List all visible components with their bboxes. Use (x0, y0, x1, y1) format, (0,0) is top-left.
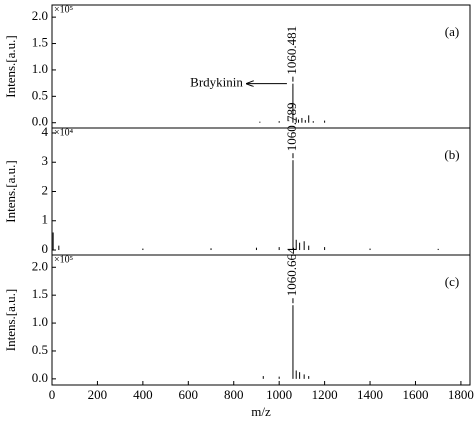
y-tick-label: 2.0 (32, 258, 48, 273)
y-tick-label: 1.5 (32, 35, 48, 50)
peak-label: 1060.664 (284, 247, 299, 296)
plot-frame (51, 4, 471, 386)
annotation: Brdykinin (190, 75, 243, 90)
x-tick-label: 200 (88, 387, 108, 402)
x-tick-label: 1800 (448, 387, 474, 402)
y-tick-label: 0.5 (32, 87, 48, 102)
y-tick-label: 2.0 (32, 8, 48, 23)
y-axis-label: Intens.[a.u.] (3, 35, 18, 97)
y-tick-label: 3 (42, 153, 49, 168)
y-tick-label: 2 (42, 182, 49, 197)
y-tick-label: 1.5 (32, 286, 48, 301)
y-tick-label: 1.0 (32, 61, 48, 76)
y-tick-label: 0.0 (32, 114, 48, 129)
peak-label: 1060.789 (284, 102, 299, 151)
y-scale-label: ×10⁵ (54, 4, 73, 15)
panel-label: (a) (445, 24, 459, 39)
y-tick-label: 1 (42, 212, 49, 227)
y-axis-label: Intens.[a.u.] (3, 289, 18, 351)
panel-label: (b) (444, 147, 459, 162)
x-tick-label: 800 (224, 387, 244, 402)
y-tick-label: 0.5 (32, 342, 48, 357)
x-tick-label: 1200 (312, 387, 338, 402)
y-tick-label: 0 (42, 241, 49, 256)
x-tick-label: 0 (49, 387, 56, 402)
panel-label: (c) (445, 274, 459, 289)
x-tick-label: 1000 (266, 387, 292, 402)
peak-label: 1060.481 (284, 26, 299, 75)
x-axis-label: m/z (251, 404, 271, 419)
y-tick-label: 1.0 (32, 314, 48, 329)
x-tick-label: 600 (179, 387, 199, 402)
x-tick-label: 400 (133, 387, 153, 402)
y-scale-label: ×10⁵ (54, 254, 73, 265)
y-tick-label: 4 (42, 124, 49, 139)
y-axis-label: Intens.[a.u.] (3, 160, 18, 222)
x-tick-label: 1400 (357, 387, 383, 402)
y-scale-label: ×10⁴ (54, 127, 74, 138)
y-tick-label: 0.0 (32, 370, 48, 385)
x-tick-label: 1600 (402, 387, 428, 402)
